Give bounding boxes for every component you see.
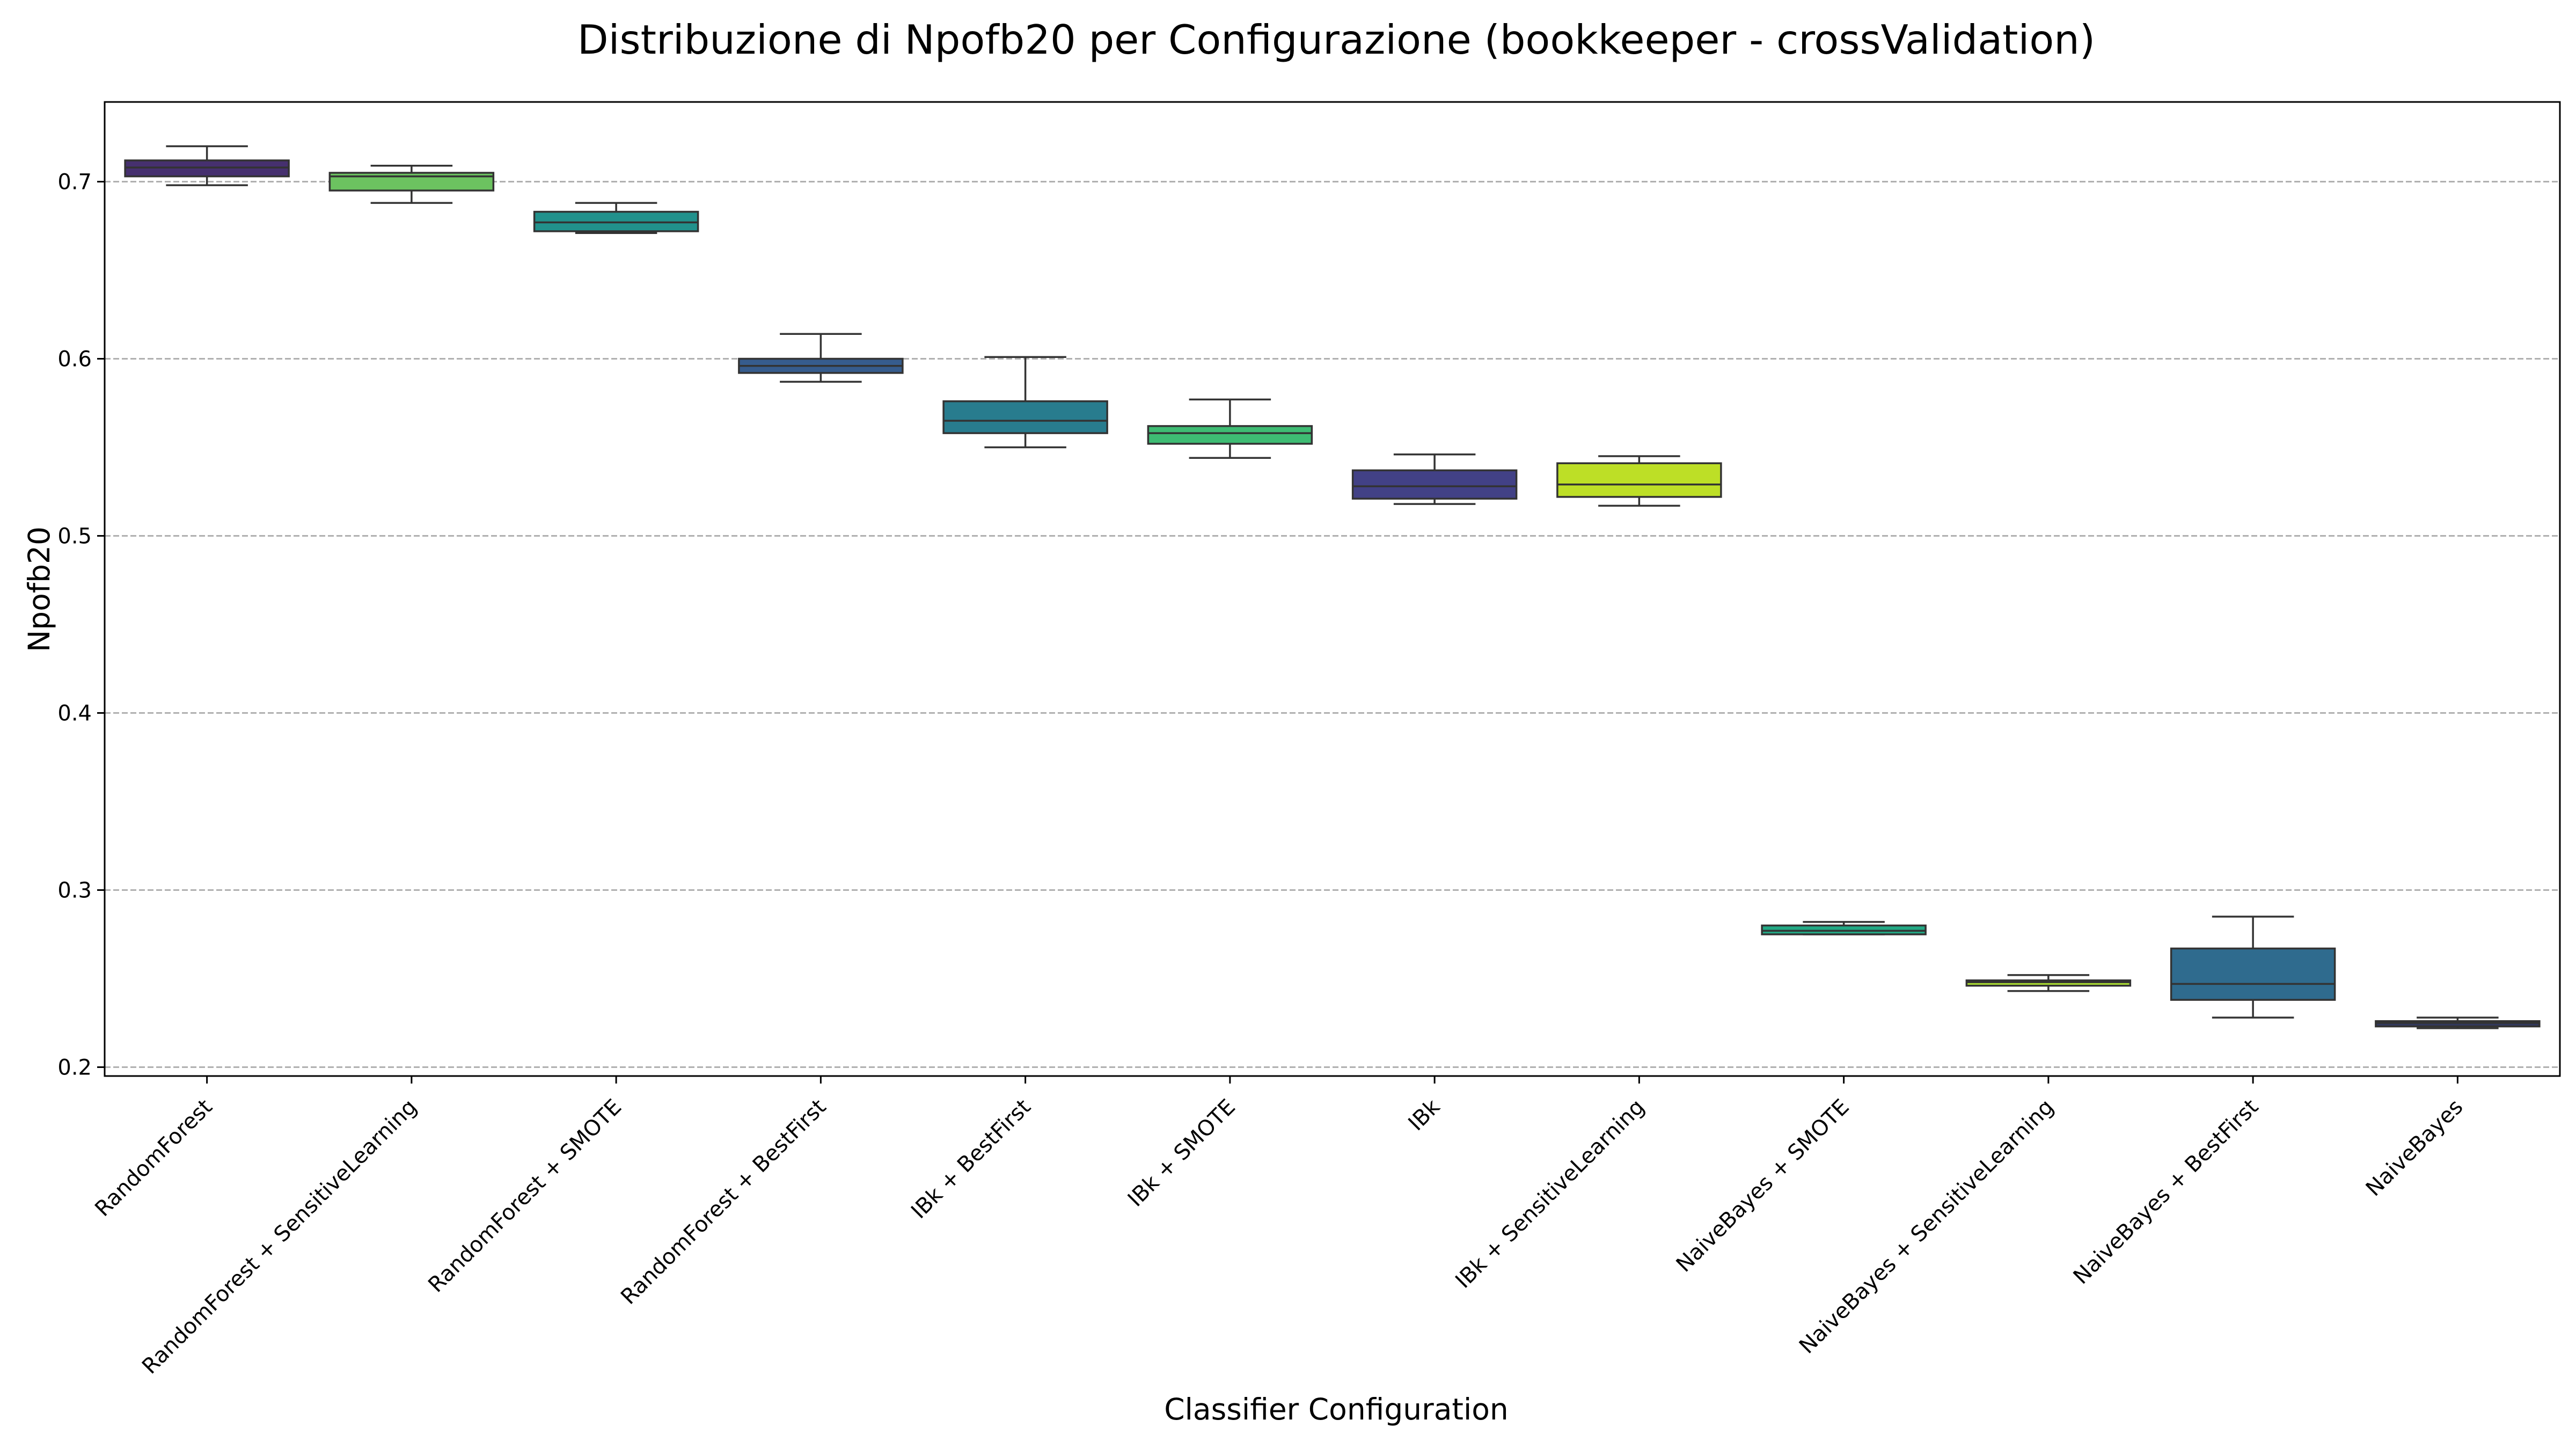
box-group [1965, 974, 2132, 992]
chart-title: Distribuzione di Npofb20 per Configurazi… [577, 16, 2095, 63]
y-tick-label: 0.4 [57, 701, 92, 726]
iqr-box [1351, 469, 1518, 500]
box-group [1351, 453, 1518, 505]
x-tick-label: NaiveBayes + SensitiveLearning [1795, 1095, 2059, 1359]
x-tick-label: IBk + SensitiveLearning [1451, 1095, 1649, 1293]
box-group [1761, 921, 1927, 935]
y-tick-label: 0.7 [57, 170, 92, 195]
box-group [942, 356, 1108, 449]
iqr-box [942, 400, 1108, 434]
y-tick-label: 0.5 [57, 524, 92, 549]
x-tick-label: RandomForest + BestFirst [616, 1095, 831, 1309]
box-group [2170, 916, 2336, 1019]
box-group [328, 165, 495, 204]
grid-lines [105, 181, 2560, 1068]
x-tick-label: NaiveBayes [2361, 1095, 2468, 1202]
x-tick-label: NaiveBayes + BestFirst [2069, 1095, 2263, 1289]
box-group [738, 333, 904, 383]
box-group [1147, 398, 1313, 459]
y-axis-label: Npofb20 [22, 526, 56, 652]
x-tick-label: IBk + SMOTE [1123, 1095, 1240, 1212]
plot-frame [104, 101, 2561, 1077]
box-group [1556, 455, 1722, 507]
box-group [533, 202, 699, 234]
y-tick-label: 0.3 [57, 879, 92, 903]
iqr-box [1556, 462, 1722, 498]
iqr-box [1147, 425, 1313, 445]
box-group [124, 145, 290, 186]
x-axis-label: Classifier Configuration [1164, 1392, 1509, 1426]
y-tick-label: 0.2 [57, 1056, 92, 1080]
x-tick-label: IBk + BestFirst [906, 1095, 1035, 1224]
box-series [124, 145, 2541, 1029]
y-tick-label: 0.6 [57, 347, 92, 372]
x-tick-label: IBk [1404, 1094, 1445, 1136]
x-tick-label: RandomForest [90, 1095, 217, 1221]
iqr-box [2170, 947, 2336, 1001]
y-axis-ticks: 0.2 0.3 0.4 0.5 0.6 0.7 [57, 170, 105, 1080]
box-group [2375, 1016, 2541, 1029]
x-tick-label: RandomForest + SMOTE [423, 1095, 626, 1298]
x-tick-label: NaiveBayes + SMOTE [1672, 1095, 1854, 1277]
